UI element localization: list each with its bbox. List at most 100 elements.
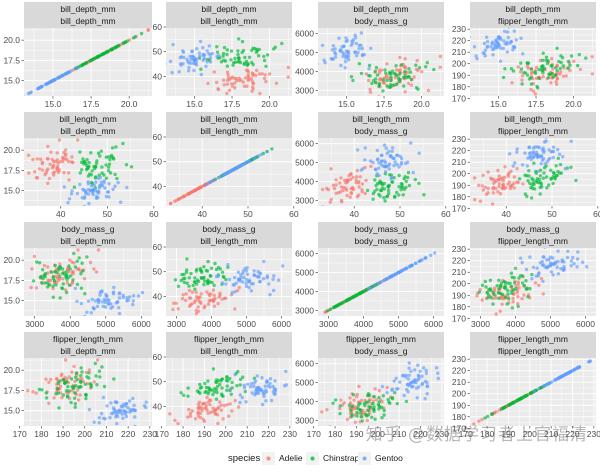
y-tick-label: 180 (452, 412, 466, 422)
point-adelie (197, 400, 202, 404)
point-gentoo (394, 272, 398, 276)
point-chinstrap (402, 177, 406, 181)
point-chinstrap (75, 259, 79, 263)
point-gentoo (524, 267, 529, 272)
point-chinstrap (75, 378, 79, 382)
point-adelie (46, 181, 50, 185)
point-gentoo (539, 154, 543, 158)
point-adelie (403, 57, 407, 61)
point-chinstrap (407, 67, 411, 71)
point-chinstrap (387, 191, 391, 196)
point-gentoo (496, 37, 500, 41)
point-chinstrap (88, 382, 93, 386)
point-chinstrap (230, 380, 234, 385)
point-chinstrap (507, 403, 511, 407)
point-chinstrap (368, 74, 372, 78)
strip-background (24, 112, 152, 138)
legend-label-gentoo: Gentoo (375, 453, 403, 463)
point-gentoo (429, 253, 433, 257)
point-chinstrap (211, 392, 215, 397)
point-chinstrap (383, 199, 387, 203)
point-adelie (27, 171, 31, 175)
point-adelie (348, 396, 352, 400)
point-adelie (329, 197, 333, 202)
point-chinstrap (55, 387, 60, 391)
x-tick-label: 15.0 (186, 99, 203, 109)
point-chinstrap (214, 397, 219, 401)
point-gentoo (96, 300, 101, 305)
point-chinstrap (179, 391, 183, 395)
y-tick-label: 4000 (295, 396, 314, 406)
watermark-text: 知乎 @数据学习者上官福清 (365, 425, 588, 445)
plot-background (166, 28, 292, 96)
point-chinstrap (215, 390, 219, 395)
point-gentoo (519, 36, 523, 40)
point-chinstrap (394, 64, 398, 68)
point-gentoo (233, 372, 237, 377)
points-layer (29, 248, 145, 316)
point-chinstrap (92, 57, 96, 61)
point-chinstrap (403, 69, 407, 74)
point-gentoo (197, 51, 201, 55)
x-tick-label: 230 (435, 429, 449, 439)
point-gentoo (261, 402, 265, 407)
point-chinstrap (554, 164, 558, 168)
point-chinstrap (377, 192, 381, 197)
point-adelie (352, 398, 356, 402)
point-chinstrap (187, 284, 191, 288)
point-adelie (262, 76, 267, 81)
point-gentoo (201, 58, 205, 62)
point-gentoo (127, 399, 132, 403)
point-adelie (348, 195, 352, 199)
point-gentoo (260, 376, 264, 380)
point-chinstrap (235, 384, 239, 388)
point-chinstrap (204, 389, 208, 394)
point-adelie (34, 286, 39, 290)
point-adelie (498, 192, 503, 196)
y-tick-label: 5000 (295, 158, 314, 168)
strip-label-top: flipper_length_mm (498, 334, 568, 344)
point-gentoo (470, 35, 471, 39)
point-chinstrap (114, 45, 119, 49)
point-adelie (438, 54, 443, 59)
point-adelie (44, 377, 48, 381)
point-chinstrap (529, 391, 533, 395)
point-gentoo (112, 285, 116, 290)
point-chinstrap (375, 73, 380, 77)
point-chinstrap (104, 155, 109, 159)
point-chinstrap (194, 269, 198, 273)
point-chinstrap (400, 182, 404, 186)
point-chinstrap (477, 290, 482, 294)
point-gentoo (87, 201, 91, 206)
point-chinstrap (245, 63, 249, 68)
point-gentoo (66, 201, 70, 205)
point-chinstrap (406, 175, 410, 180)
point-chinstrap (541, 51, 545, 55)
x-tick-label: 3000 (167, 319, 186, 329)
point-chinstrap (198, 268, 203, 273)
point-gentoo (363, 146, 367, 150)
point-chinstrap (377, 84, 381, 89)
point-gentoo (240, 395, 244, 400)
y-tick-label: 60 (153, 22, 163, 32)
point-chinstrap (577, 52, 581, 57)
point-adelie (555, 77, 560, 81)
point-chinstrap (215, 384, 220, 389)
point-chinstrap (549, 168, 553, 172)
point-gentoo (398, 380, 402, 384)
point-chinstrap (257, 47, 261, 52)
point-gentoo (265, 379, 269, 384)
x-tick-label: 4000 (61, 319, 80, 329)
point-adelie (184, 298, 188, 302)
point-adelie (475, 294, 479, 298)
point-gentoo (62, 72, 67, 77)
point-gentoo (330, 57, 334, 61)
point-gentoo (168, 59, 173, 64)
point-chinstrap (529, 76, 533, 80)
point-chinstrap (351, 393, 356, 397)
point-adelie (357, 180, 361, 184)
point-chinstrap (363, 413, 368, 417)
point-adelie (196, 296, 200, 300)
